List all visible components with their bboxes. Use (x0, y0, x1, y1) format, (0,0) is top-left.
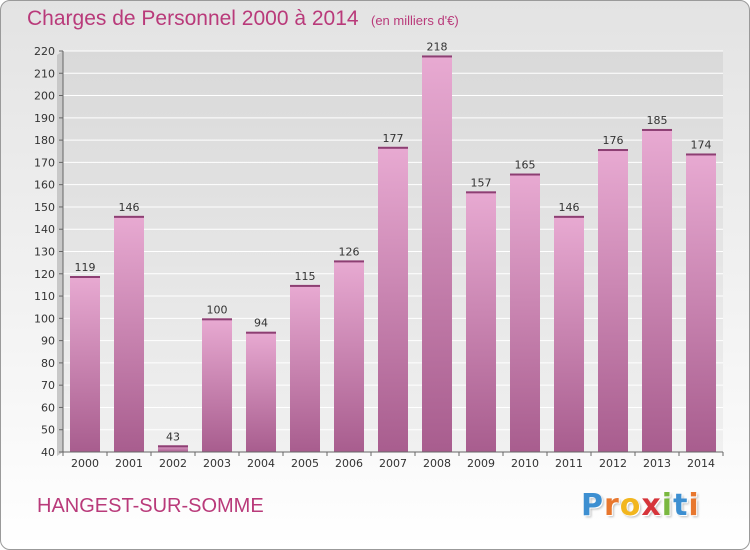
bar (642, 128, 672, 452)
bar-value-label: 94 (254, 317, 268, 330)
commune-name: HANGEST-SUR-SOMME (37, 495, 264, 517)
bar-cap (598, 149, 628, 152)
x-tick-label: 2011 (555, 457, 583, 470)
axes (59, 50, 724, 456)
bar-cap (158, 445, 188, 448)
x-tick-label: 2003 (203, 457, 231, 470)
y-tick-label: 180 (34, 134, 55, 147)
bar (70, 276, 100, 452)
y-tick-label: 90 (41, 335, 55, 348)
plot-side-wall (57, 51, 63, 456)
bar (554, 215, 584, 452)
y-tick-label: 140 (34, 223, 55, 236)
bar (378, 146, 408, 453)
x-tick-label: 2007 (379, 457, 407, 470)
x-tick-label: 2004 (247, 457, 275, 470)
bar-cap (378, 146, 408, 149)
y-tick-label: 100 (34, 312, 55, 325)
bar-cap (70, 276, 100, 279)
y-tick-label: 200 (34, 90, 55, 103)
bar (334, 260, 364, 452)
x-tick-label: 2002 (159, 457, 187, 470)
bar-cap (554, 215, 584, 218)
y-tick-label: 110 (34, 290, 55, 303)
bar (686, 153, 716, 452)
labels: 40 50 60 70 80 90 100 110 120 130 140 150 160 170 180 1… (34, 40, 715, 470)
bar-cap (642, 128, 672, 131)
x-tick-label: 2013 (643, 457, 671, 470)
x-tick-label: 2012 (599, 457, 627, 470)
x-tick-label: 2010 (511, 457, 539, 470)
bar-value-label: 146 (119, 201, 140, 214)
bar (290, 284, 320, 452)
y-tick-label: 160 (34, 179, 55, 192)
y-tick-label: 210 (34, 67, 55, 80)
chart-unit: (en milliers d'€) (371, 13, 459, 28)
bar-value-label: 100 (207, 303, 228, 316)
bar-cap (246, 331, 276, 334)
y-tick-label: 60 (41, 401, 55, 414)
bar-cap (114, 215, 144, 218)
logo-letter: t (673, 488, 689, 523)
x-tick-label: 2006 (335, 457, 363, 470)
y-tick-label: 220 (34, 45, 55, 58)
bar-value-label: 218 (427, 40, 448, 53)
logo-letter: i (661, 488, 674, 523)
y-tick-label: 130 (34, 246, 55, 259)
y-tick-label: 120 (34, 268, 55, 281)
bar-value-label: 176 (603, 134, 624, 147)
bar-value-label: 115 (295, 270, 316, 283)
logo-letter: r (604, 488, 620, 523)
proxiti-logo: Proxiti (581, 488, 700, 523)
bar (202, 318, 232, 452)
bar (246, 331, 276, 452)
y-tick-label: 150 (34, 201, 55, 214)
x-tick-label: 2000 (71, 457, 99, 470)
chart-title: Charges de Personnel 2000 à 2014 (27, 7, 359, 30)
bars (70, 55, 716, 453)
bar-cap (422, 55, 452, 58)
bar (510, 173, 540, 452)
bar-value-label: 174 (691, 138, 712, 151)
bar-cap (510, 173, 540, 176)
x-tick-label: 2008 (423, 457, 451, 470)
y-tick-label: 80 (41, 357, 55, 370)
logo-letter: o (619, 488, 642, 523)
bar-cap (202, 318, 232, 321)
y-tick-label: 190 (34, 112, 55, 125)
logo-letter: i (688, 488, 700, 523)
bar (422, 55, 452, 452)
y-tick-label: 170 (34, 156, 55, 169)
y-tick-label: 50 (41, 424, 55, 437)
bar (598, 149, 628, 452)
logo-letter: x (641, 488, 662, 523)
bar-value-label: 185 (647, 114, 668, 127)
y-tick-label: 70 (41, 379, 55, 392)
bar-value-label: 119 (75, 261, 96, 274)
bar-value-label: 126 (339, 245, 360, 258)
x-tick-label: 2014 (687, 457, 715, 470)
bar (158, 445, 188, 452)
x-tick-label: 2005 (291, 457, 319, 470)
bar-cap (466, 191, 496, 194)
bar-cap (290, 284, 320, 287)
bar-value-label: 177 (383, 132, 404, 145)
bar-cap (686, 153, 716, 156)
logo-letter: P (581, 488, 604, 523)
bar-cap (334, 260, 364, 263)
bar-value-label: 157 (471, 176, 492, 189)
bar (466, 191, 496, 452)
bar-value-label: 165 (515, 159, 536, 172)
x-tick-label: 2001 (115, 457, 143, 470)
x-tick-label: 2009 (467, 457, 495, 470)
y-tick-label: 40 (41, 446, 55, 459)
bar-value-label: 146 (559, 201, 580, 214)
bar-value-label: 43 (166, 430, 180, 443)
bar (114, 215, 144, 452)
